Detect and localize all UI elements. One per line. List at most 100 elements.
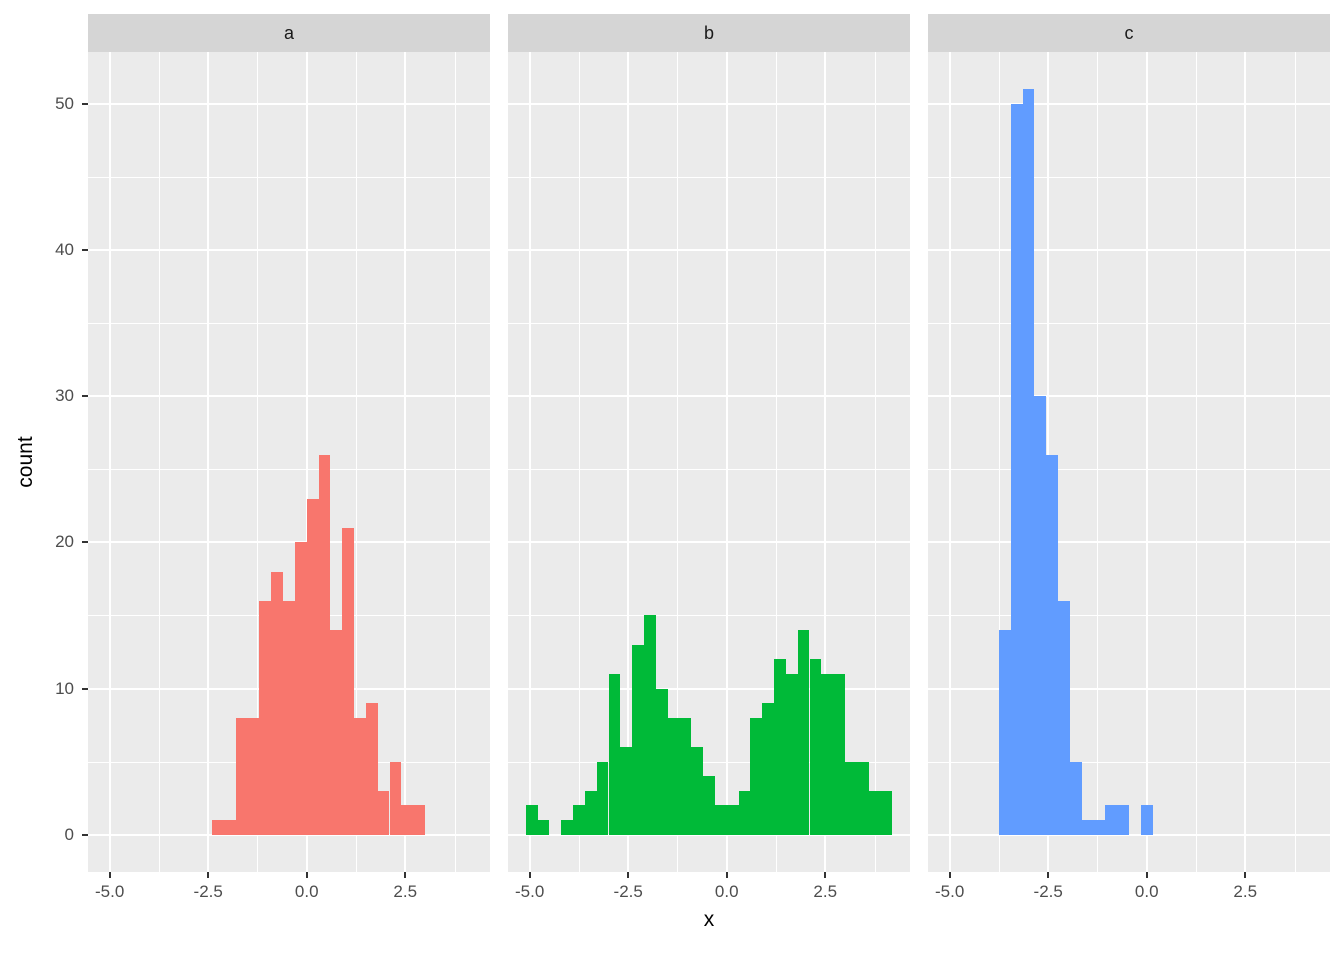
major-gridline-h [928,249,1330,252]
histogram-bar [1022,89,1035,835]
minor-gridline-h [508,176,910,178]
x-tick-mark [948,872,951,878]
histogram-bar [235,717,248,835]
histogram-bar [797,630,810,835]
histogram-bar [1140,805,1153,835]
x-axis-title: x [703,908,715,931]
major-gridline-h [88,249,490,252]
x-tick-label: 2.5 [1233,882,1258,901]
y-tick-label: 20 [55,532,74,552]
histogram-bar [259,600,272,835]
minor-gridline-h [508,469,910,471]
minor-gridline-h [508,323,910,325]
histogram-bar [620,747,633,835]
facet-strip-label-a: a [283,22,294,43]
x-tick-label: 2.5 [393,882,418,901]
histogram-bar [306,498,319,835]
major-gridline-h [928,395,1330,398]
y-tick-label: 40 [55,240,74,260]
minor-gridline-v [1097,52,1099,872]
major-gridline-h [928,833,1330,836]
facet-a: a -5.0 -2.5 0.0 2.5 [88,14,490,914]
x-tick-mark [1047,872,1050,878]
histogram-bar [584,790,597,835]
minor-gridline-v [998,52,1000,872]
histogram-bar [667,717,680,835]
histogram-bar [1058,600,1070,835]
minor-gridline-v [1195,52,1197,872]
x-tick-label: -2.5 [193,882,223,901]
major-gridline-h [928,541,1330,544]
histogram-bar [844,761,857,835]
y-axis: 0 10 20 30 40 50 [0,52,88,872]
minor-gridline-h [928,323,1330,325]
histogram-bar [413,805,425,835]
x-tick-mark [824,872,827,878]
x-tick-label: -5.0 [95,882,125,901]
major-gridline-h [88,395,490,398]
x-tick-mark [207,872,210,878]
x-tick-mark [108,872,111,878]
histogram-bar [821,673,834,835]
x-axis-b: -5.0 -2.5 0.0 2.5 [508,872,910,914]
minor-gridline-h [88,469,490,471]
x-tick-label: 0.0 [714,882,739,901]
minor-gridline-v [257,52,259,872]
major-gridline-v [108,52,111,872]
y-tick-mark [82,833,88,836]
histogram-bar [401,805,414,835]
minor-gridline-v [775,52,777,872]
major-gridline-v [1244,52,1247,872]
x-tick-mark [725,872,728,878]
major-gridline-h [928,687,1330,690]
major-gridline-h [88,541,490,544]
histogram-bar [1069,761,1082,835]
histogram-bar [632,644,644,835]
major-gridline-v [305,52,308,872]
facet-panel-c [928,52,1330,872]
histogram-bar [762,703,775,835]
histogram-bar [833,673,845,835]
histogram-bar [703,776,715,835]
histogram-bar [655,688,668,835]
histogram-bar [247,717,260,835]
histogram-bar [714,805,727,835]
y-tick-mark [82,541,88,544]
minor-gridline-h [928,761,1330,763]
x-tick-mark [1145,872,1148,878]
major-gridline-v [824,52,827,872]
major-gridline-v [948,52,951,872]
y-tick-mark [82,687,88,690]
x-tick-label: -2.5 [1033,882,1063,901]
histogram-bar [1117,805,1129,835]
histogram-bar [223,820,236,835]
major-gridline-h [928,102,1330,105]
histogram-bar [377,790,390,835]
y-tick-label: 30 [55,386,74,406]
histogram-bar [679,717,692,835]
facet-panel-b [508,52,910,872]
major-gridline-v [725,52,728,872]
minor-gridline-h [88,323,490,325]
histogram-bar [608,673,621,835]
plot-area: a -5.0 -2.5 0.0 2.5 b -5.0 -2.5 0.0 2.5 c -5.0… [88,14,1330,914]
major-gridline-h [508,249,910,252]
minor-gridline-h [88,176,490,178]
minor-gridline-h [508,761,910,763]
histogram-bar [1081,820,1094,835]
histogram-bar [998,630,1011,835]
facet-strip-a: a [88,14,490,52]
histogram-bar [1105,805,1118,835]
x-tick-label: -5.0 [935,882,965,901]
facet-c: c -5.0 -2.5 0.0 2.5 [928,14,1330,914]
histogram-bar [271,571,284,835]
histogram-bar [573,805,585,835]
histogram-bar [537,820,550,835]
x-tick-label: 0.0 [1134,882,1159,901]
minor-gridline-v [158,52,160,872]
x-tick-label: -2.5 [613,882,643,901]
minor-gridline-h [508,615,910,617]
x-tick-label: 2.5 [813,882,838,901]
x-axis-c: -5.0 -2.5 0.0 2.5 [928,872,1330,914]
minor-gridline-v [355,52,357,872]
